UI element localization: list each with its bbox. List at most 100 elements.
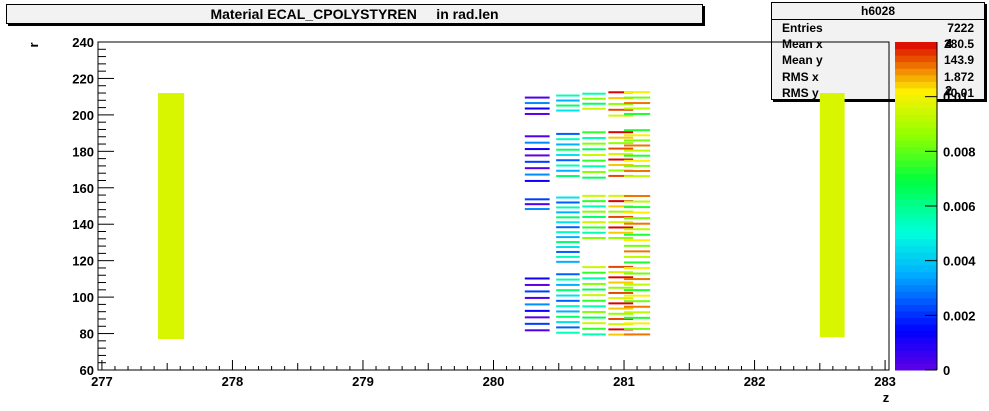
stats-label: Entries [782,21,823,35]
colorbar-tick-label: 0 [943,363,950,378]
y-tick-label: 60 [80,363,94,378]
heatmap-cell [524,107,550,110]
colorbar-tick-label: 0.002 [943,308,976,323]
colorbar-swatch [895,310,937,319]
heatmap-cell [608,312,634,315]
heatmap-cell [582,221,606,224]
colorbar-swatch [895,140,937,148]
colorbar-swatch [895,192,937,200]
heatmap-cell [524,322,550,325]
stats-value: 1.872 [943,69,974,84]
x-axis: 277 278 279 280 281 282 283 [91,360,896,389]
heatmap-cell [524,309,550,312]
y-tick-label: 160 [72,181,94,196]
heatmap-cell [556,305,580,308]
heatmap-cell [624,217,651,220]
heatmap-cell [524,96,550,99]
heatmap-cell [624,278,651,281]
colorbar-swatch [895,265,937,273]
heatmap-cell [608,276,634,279]
colorbar-swatch [895,107,937,115]
colorbar-swatch [895,317,937,325]
heatmap-cell [524,329,550,332]
heatmap-cell [582,107,606,110]
heatmap-cell [582,305,606,308]
colorbar-tick-label: 0.006 [943,199,976,214]
heatmap-cell [556,94,580,97]
heatmap-cell [582,282,606,285]
heatmap-cell [556,294,580,297]
heatmap-cell [624,170,651,173]
heatmap-cell [582,205,606,208]
heatmap-cell [582,159,606,162]
heatmap-cell [556,289,580,292]
x-tick-label: 281 [613,374,635,389]
heatmap-cell [524,283,550,286]
heatmap-cell [556,159,580,162]
heatmap-cell [524,290,550,293]
x-tick-label: 283 [874,374,896,389]
colorbar-swatch [895,101,937,109]
heatmap-cell [624,134,651,137]
heatmap-cell [624,272,651,275]
heatmap-cell [582,310,606,313]
heatmap-cell [624,195,651,198]
heatmap-cell [556,201,580,204]
heatmap-cell [624,159,651,162]
heatmap-cell [608,307,634,310]
heatmap-cell [556,175,580,178]
heatmap-cell [524,203,550,206]
heatmap-cell [582,226,606,229]
heatmap-cell [582,176,606,179]
heatmap-cell [524,198,550,201]
colorbar-swatch [895,278,937,286]
colorbar-swatch [895,271,937,279]
colorbar-swatch [895,199,937,207]
heatmap-cell [608,236,634,239]
heatmap-cell [582,316,606,319]
heatmap-cell [556,321,580,324]
heatmap-cell [624,175,651,178]
x-tick-label: 277 [91,374,113,389]
heatmap-cell [624,255,651,258]
heatmap-cell [624,311,651,314]
heatmap-cell [556,226,580,229]
colorbar-swatch [895,324,937,332]
heatmap-cell [524,160,550,163]
heatmap-cell [608,333,634,336]
colorbar-swatch [895,251,937,259]
heatmap-cell [556,241,580,244]
colorbar-swatch [895,153,937,161]
heatmap-cell [556,169,580,172]
heatmap-cell [524,102,550,105]
heatmap-cell [819,93,845,338]
heatmap-cell [624,239,651,242]
heatmap-cell [556,255,580,258]
heatmap-cell [524,179,550,182]
heatmap-cell [556,273,580,276]
heatmap-cell [624,129,651,132]
y-tick-label: 180 [72,144,94,159]
heatmap-cell [608,200,634,203]
colorbar-swatch [895,127,937,135]
heatmap-cell [624,211,651,214]
y-tick-label: 220 [72,71,94,86]
heatmap-cell [556,326,580,329]
x-tick-label: 279 [352,374,374,389]
colorbar-swatch [895,133,937,141]
heatmap-cell [582,142,606,145]
colorbar-swatch [895,173,937,181]
heatmap-cell [582,299,606,302]
heatmap-cell [608,108,634,111]
heatmap-cell [624,294,651,297]
colorbar-swatch [895,350,937,358]
heatmap-cell [608,174,634,177]
heatmap-cell [624,316,651,319]
stats-label: Mean y [782,53,823,68]
heatmap-cell [582,165,606,168]
y-tick-label: 80 [80,327,94,342]
colorbar-swatch [895,146,937,155]
heatmap-cell [624,283,651,286]
colorbar-swatch [895,238,937,246]
heatmap-cell [524,208,550,211]
